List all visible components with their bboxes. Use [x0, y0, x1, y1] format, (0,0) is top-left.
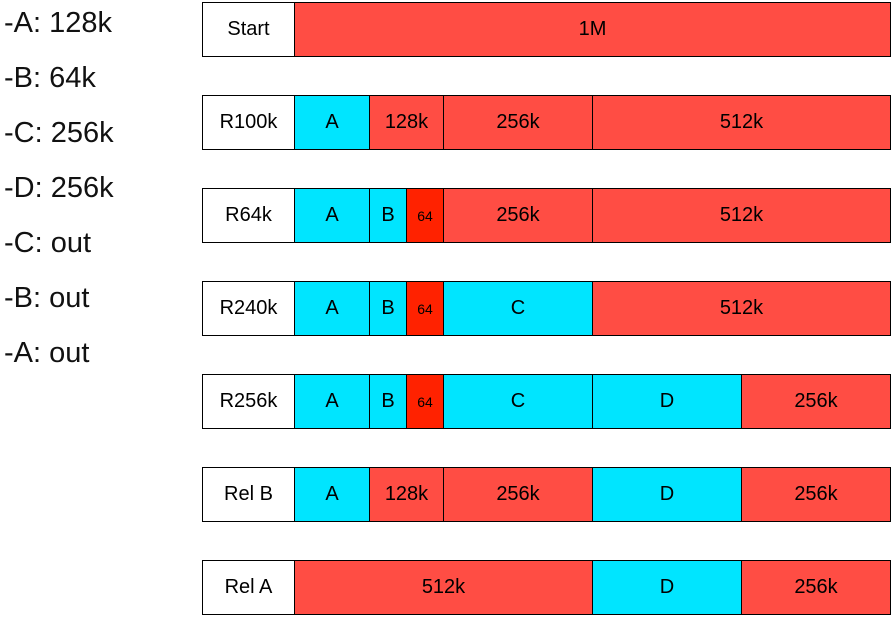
memory-block-allocated: D	[592, 560, 742, 615]
memory-row: Rel A 512k D 256k	[202, 560, 891, 615]
memory-block-allocated: B	[369, 281, 407, 336]
memory-row: R240k A B 64 C 512k	[202, 281, 891, 336]
row-label: Rel A	[202, 560, 295, 615]
memory-block-free: 512k	[592, 281, 891, 336]
memory-block-free: 256k	[741, 560, 891, 615]
row-label: R64k	[202, 188, 295, 243]
legend-item: -B: 64k	[4, 62, 96, 94]
memory-block-free: 128k	[369, 467, 444, 522]
memory-block-fragment: 64	[406, 188, 444, 243]
memory-block-allocated: A	[294, 467, 370, 522]
memory-block-allocated: B	[369, 374, 407, 429]
memory-block-allocated: D	[592, 467, 742, 522]
legend-item: -A: out	[4, 337, 90, 369]
memory-block-allocated: B	[369, 188, 407, 243]
memory-row: R64k A B 64 256k 512k	[202, 188, 891, 243]
memory-block-free: 512k	[592, 188, 891, 243]
row-label: R100k	[202, 95, 295, 150]
row-label: Rel B	[202, 467, 295, 522]
memory-block-fragment: 64	[406, 281, 444, 336]
memory-row: R100k A 128k 256k 512k	[202, 95, 891, 150]
memory-block-fragment: 64	[406, 374, 444, 429]
memory-row: Rel B A 128k 256k D 256k	[202, 467, 891, 522]
memory-block-free: 128k	[369, 95, 444, 150]
memory-block-allocated: D	[592, 374, 742, 429]
memory-block-allocated: A	[294, 95, 370, 150]
memory-block-allocated: A	[294, 374, 370, 429]
memory-block-free: 512k	[294, 560, 593, 615]
legend-item: -B: out	[4, 282, 90, 314]
legend-item: -A: 128k	[4, 7, 112, 39]
legend-item: -C: 256k	[4, 117, 114, 149]
memory-block-free: 256k	[443, 467, 593, 522]
memory-block-free: 256k	[443, 95, 593, 150]
row-label: R256k	[202, 374, 295, 429]
memory-block-allocated: C	[443, 374, 593, 429]
memory-block-allocated: C	[443, 281, 593, 336]
memory-block-free: 256k	[741, 374, 891, 429]
legend-item: -D: 256k	[4, 172, 114, 204]
memory-block-free: 1M	[294, 2, 891, 57]
memory-row: R256k A B 64 C D 256k	[202, 374, 891, 429]
row-label: Start	[202, 2, 295, 57]
memory-block-free: 256k	[741, 467, 891, 522]
memory-block-free: 256k	[443, 188, 593, 243]
memory-block-free: 512k	[592, 95, 891, 150]
legend-item: -C: out	[4, 227, 92, 259]
memory-block-allocated: A	[294, 188, 370, 243]
memory-block-allocated: A	[294, 281, 370, 336]
memory-row: Start 1M	[202, 2, 891, 57]
row-label: R240k	[202, 281, 295, 336]
